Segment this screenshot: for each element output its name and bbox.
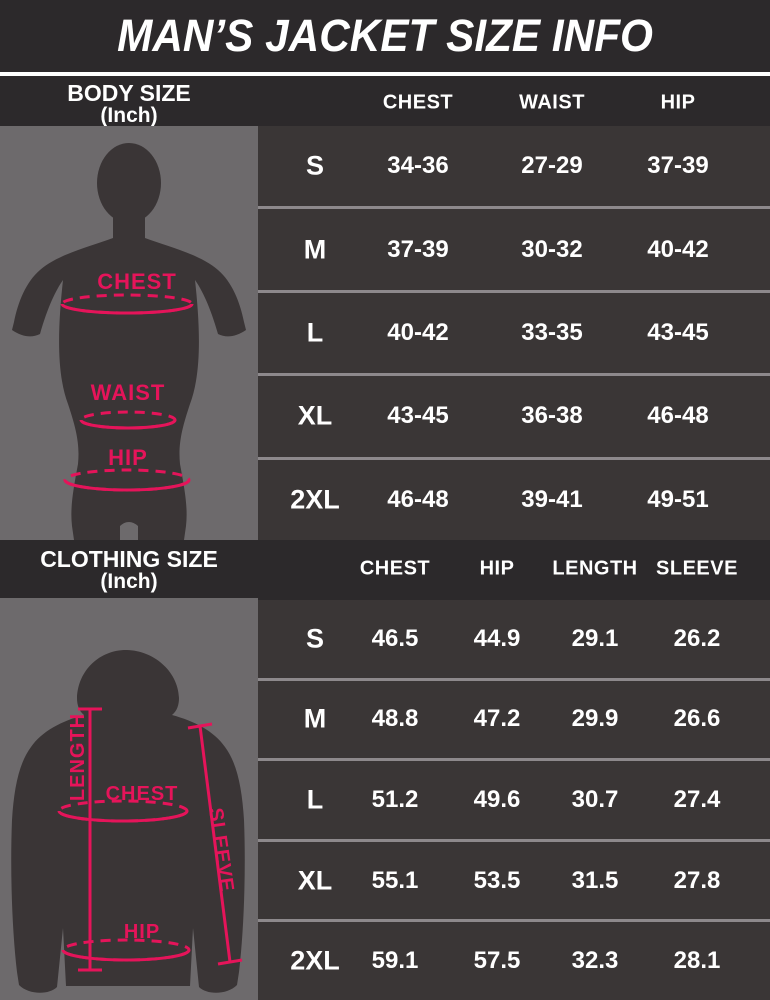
jacket-chest-ellipse-solid [57, 810, 189, 823]
jacket-length-line [78, 707, 102, 972]
chest-value: 37-39 [387, 235, 449, 263]
chest-value: 43-45 [387, 402, 449, 430]
body-size-title-line1: BODY SIZE [67, 79, 191, 106]
hip-value: 53.5 [473, 866, 521, 894]
size-label: 2XL [290, 484, 340, 515]
body-size-table: S 34-36 27-29 37-39 M 37-39 30-32 40-42 … [258, 126, 770, 540]
sleeve-value: 27.8 [673, 866, 721, 894]
table-row: M 37-39 30-32 40-42 [258, 206, 770, 289]
table-row: L 40-42 33-35 43-45 [258, 289, 770, 373]
clothing-col-length: LENGTH [552, 557, 638, 580]
chest-value: 51.2 [371, 785, 419, 813]
jacket-silhouette-svg: LENGTH CHEST SLEEVE HIP [11, 650, 245, 993]
hip-value: 49.6 [473, 785, 521, 813]
sleeve-value: 27.4 [673, 785, 721, 813]
clothing-size-title-line1: CLOTHING SIZE [40, 545, 218, 572]
size-label: M [303, 703, 327, 734]
size-label: S [305, 623, 325, 654]
chest-value: 34-36 [387, 152, 449, 180]
hip-value: 43-45 [647, 319, 709, 347]
jacket-sleeve-line [187, 722, 243, 966]
hip-value: 46-48 [647, 402, 709, 430]
table-row: S 46.5 44.9 29.1 26.2 [258, 600, 770, 678]
size-label: XL [297, 400, 333, 431]
size-label: S [305, 150, 325, 181]
hip-value: 40-42 [647, 235, 709, 263]
body-size-column-headers: CHEST WAIST HIP [258, 80, 770, 126]
length-value: 31.5 [571, 866, 619, 894]
length-value: 29.9 [571, 705, 619, 733]
body-head-shape [97, 143, 161, 223]
size-label: M [303, 234, 327, 265]
sleeve-value: 26.6 [673, 705, 721, 733]
body-col-chest: CHEST [382, 91, 454, 114]
jacket-length-label: LENGTH [67, 713, 89, 801]
clothing-size-table: S 46.5 44.9 29.1 26.2 M 48.8 47.2 29.9 2… [258, 600, 770, 1000]
body-torso-shape [12, 210, 246, 540]
hip-value: 47.2 [473, 705, 521, 733]
waist-value: 39-41 [521, 485, 583, 513]
body-hip-label: HIP [108, 445, 148, 470]
waist-value: 30-32 [521, 235, 583, 263]
table-row: XL 43-45 36-38 46-48 [258, 373, 770, 456]
table-row: L 51.2 49.6 30.7 27.4 [258, 758, 770, 839]
body-chest-ellipse-solid [60, 303, 194, 315]
waist-value: 33-35 [521, 319, 583, 347]
chest-value: 59.1 [371, 947, 419, 975]
jacket-hip-label: HIP [124, 921, 160, 943]
table-row: S 34-36 27-29 37-39 [258, 126, 770, 206]
hip-value: 49-51 [647, 485, 709, 513]
clothing-size-column-headers: CHEST HIP LENGTH SLEEVE [258, 540, 770, 598]
body-measurement-diagram: CHEST WAIST HIP [0, 126, 258, 540]
body-chest-label: CHEST [97, 269, 177, 294]
table-row: 2XL 46-48 39-41 49-51 [258, 456, 770, 540]
body-size-title-line2: (Inch) [100, 103, 158, 127]
body-waist-label: WAIST [91, 380, 166, 405]
hip-value: 37-39 [647, 152, 709, 180]
length-value: 32.3 [571, 947, 619, 975]
table-row: 2XL 59.1 57.5 32.3 28.1 [258, 919, 770, 1000]
sleeve-value: 26.2 [673, 624, 721, 652]
clothing-col-chest: CHEST [359, 557, 431, 580]
chest-value: 46.5 [371, 624, 419, 652]
size-label: 2XL [290, 945, 340, 976]
clothing-size-section-title: CLOTHING SIZE (Inch) [0, 540, 258, 598]
length-value: 29.1 [571, 624, 619, 652]
jacket-measurement-diagram: LENGTH CHEST SLEEVE HIP [0, 598, 258, 1000]
body-col-hip: HIP [660, 91, 696, 114]
clothing-col-hip: HIP [479, 557, 515, 580]
page-title: MAN’S JACKET SIZE INFO [117, 10, 653, 61]
length-value: 30.7 [571, 785, 619, 813]
body-silhouette-svg: CHEST WAIST HIP [12, 143, 246, 540]
chest-value: 48.8 [371, 705, 419, 733]
table-row: XL 55.1 53.5 31.5 27.8 [258, 838, 770, 920]
chest-value: 40-42 [387, 319, 449, 347]
body-hip-ellipse-solid [63, 479, 191, 492]
chest-value: 46-48 [387, 485, 449, 513]
clothing-col-sleeve: SLEEVE [656, 557, 738, 580]
body-size-section-title: BODY SIZE (Inch) [0, 80, 258, 126]
size-label: L [306, 784, 324, 815]
hip-value: 57.5 [473, 947, 521, 975]
clothing-size-title-line2: (Inch) [100, 569, 158, 593]
table-row: M 48.8 47.2 29.9 26.6 [258, 677, 770, 759]
title-bar: MAN’S JACKET SIZE INFO [0, 0, 770, 76]
hip-value: 44.9 [473, 624, 521, 652]
size-label: XL [297, 865, 333, 896]
chest-value: 55.1 [371, 866, 419, 894]
waist-value: 27-29 [521, 152, 583, 180]
body-col-waist: WAIST [519, 91, 585, 114]
waist-value: 36-38 [521, 402, 583, 430]
jacket-hip-ellipse-solid [61, 949, 191, 962]
body-waist-ellipse-solid [79, 419, 177, 430]
size-label: L [306, 317, 324, 348]
sleeve-value: 28.1 [673, 947, 721, 975]
jacket-chest-label: CHEST [106, 783, 179, 805]
